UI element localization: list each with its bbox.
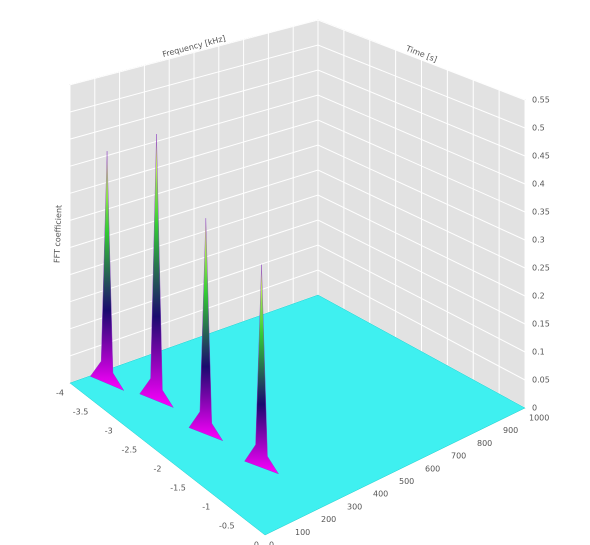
peak [90,151,125,391]
y-tick-label: 100 [295,528,310,537]
x-tick-label: -3 [105,427,113,436]
x-tick-label: -2.5 [122,446,138,455]
x-tick-label: -0.5 [219,522,235,531]
y-tick-label: 600 [425,464,440,473]
z-tick-label: 0.4 [532,180,545,189]
peak [244,264,280,475]
z-tick-label: 0.3 [532,236,545,245]
y-tick-label: 800 [477,439,492,448]
z-tick-label: 0.5 [532,124,545,133]
z-tick-label: 0.45 [532,152,550,161]
y-tick-label: 200 [321,515,336,524]
marks [90,134,280,475]
y-tick-label: 900 [503,426,518,435]
y-tick-label: 300 [347,502,362,511]
x-tick-label: -3.5 [73,408,89,417]
peak [188,218,224,442]
z-tick-label: 0.55 [532,96,550,105]
y-tick-label: 1000 [529,414,549,423]
floor [69,294,526,536]
y-tick-label: 0 [269,541,274,545]
y-tick-label: 700 [451,452,466,461]
x-tick-label: -1.5 [170,484,186,493]
x-tick-label: -1 [202,503,210,512]
z-tick-label: 0.1 [532,348,545,357]
z-tick-label: 0.05 [532,376,550,385]
x-tick-label: 0 [254,541,259,545]
y-tick-label: 400 [373,490,388,499]
z-tick-label: 0.2 [532,292,545,301]
z-axis-label: FFT coefficient [52,205,63,263]
peak [139,134,174,408]
x-tick-label: -2 [154,465,162,474]
z-tick-label: 0.25 [532,264,550,273]
x-tick-label: -4 [56,389,64,398]
y-tick-label: 500 [399,477,414,486]
z-tick-label: 0.15 [532,320,550,329]
z-tick-label: 0.35 [532,208,550,217]
walls [69,19,526,536]
z-tick-label: 0 [532,404,537,413]
